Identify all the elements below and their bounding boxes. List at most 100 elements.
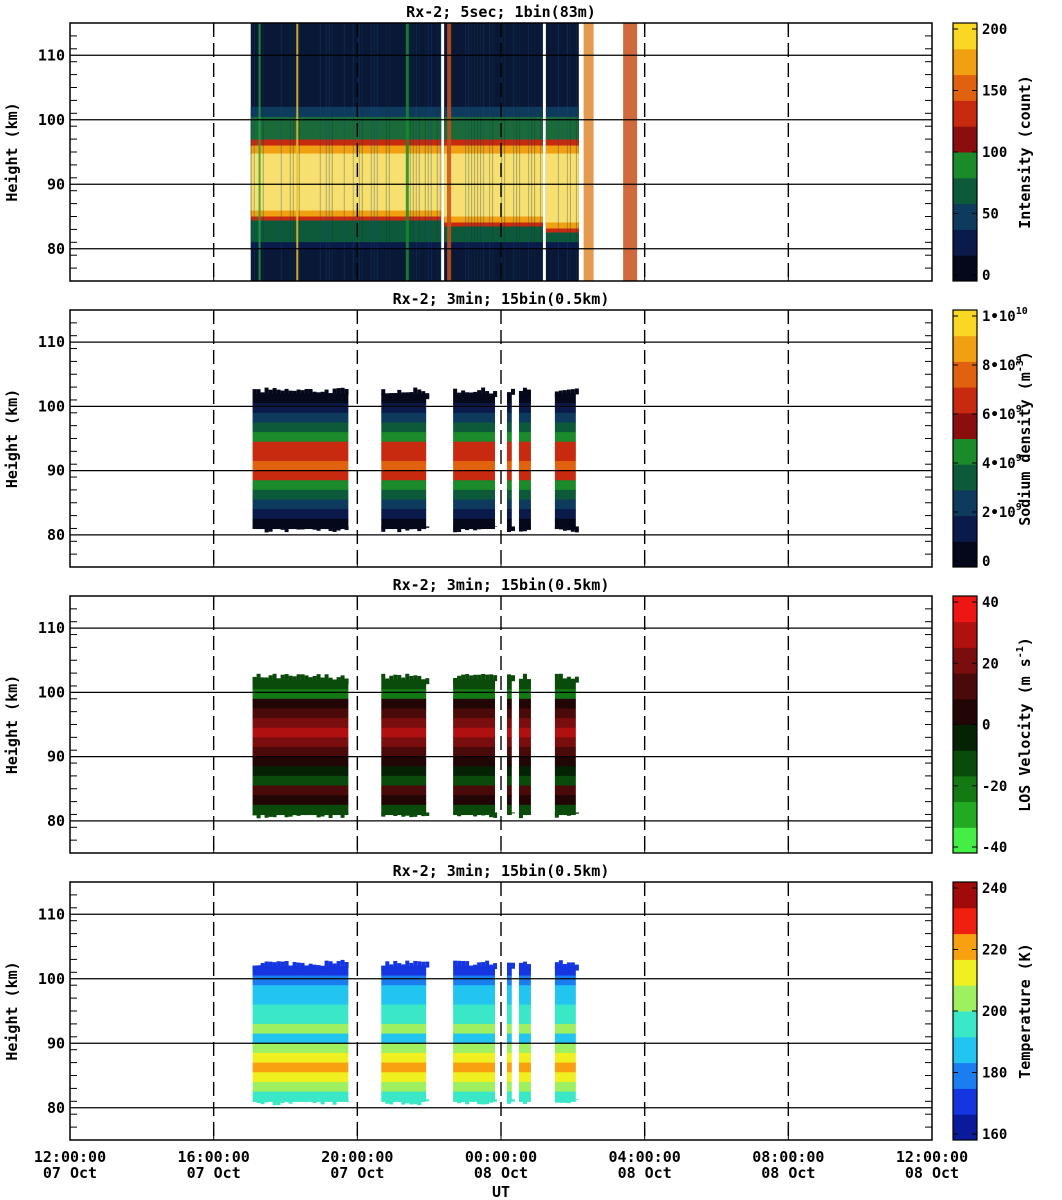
- y-axis-label: Height (km): [3, 102, 21, 201]
- velocity-cell-edge: [554, 812, 559, 818]
- sodium-cell-edge: [320, 391, 325, 398]
- velocity-cell-edge: [473, 674, 478, 681]
- velocity-cell: [518, 795, 531, 806]
- velocity-cell-edge: [489, 674, 494, 681]
- temperature-cell-edge: [280, 1099, 285, 1103]
- intensity-streak: [516, 23, 518, 281]
- velocity-cell-edge: [461, 674, 466, 681]
- temperature-cell: [554, 1062, 576, 1073]
- temperature-cell: [381, 1043, 427, 1054]
- temperature-cell-edge: [413, 1099, 418, 1105]
- sodium-cell: [453, 393, 496, 404]
- temperature-cell-edge: [477, 1099, 482, 1105]
- temperature-cell: [506, 975, 512, 986]
- colorbar-segment: [953, 74, 977, 101]
- sodium-cell-edge: [284, 526, 289, 533]
- velocity-cell-edge: [518, 812, 523, 819]
- sodium-cell-edge: [481, 387, 486, 394]
- sodium-cell-edge: [296, 526, 301, 530]
- y-axis-label: Height (km): [3, 389, 21, 488]
- velocity-cell-edge: [292, 676, 297, 683]
- temperature-cell: [554, 985, 576, 996]
- velocity-cell-edge: [570, 812, 575, 815]
- y-tick-label: 90: [47, 1034, 65, 1052]
- y-tick-label: 80: [47, 812, 65, 830]
- colorbar-tick-label: -20: [982, 779, 1007, 795]
- velocity-cell-edge: [566, 676, 571, 683]
- temperature-cell-edge: [308, 1099, 313, 1102]
- velocity-cell-edge: [296, 674, 301, 681]
- sodium-cell: [252, 518, 349, 530]
- temperature-cell-edge: [292, 1099, 297, 1102]
- colorbar-tick-label: 0: [982, 554, 990, 570]
- intensity-streak: [385, 23, 387, 281]
- colorbar-tick-label: 20: [982, 656, 999, 672]
- panel-3: Rx-2; 3min; 15bin(0.5km) 80 90 100 110 Height…: [3, 576, 1034, 856]
- temperature-cell-edge: [272, 1099, 277, 1106]
- velocity-cell-edge: [469, 675, 474, 682]
- velocity-cell: [453, 689, 496, 700]
- velocity-cell-edge: [300, 674, 305, 681]
- temperature-cell: [453, 1081, 496, 1093]
- sodium-cell: [518, 403, 531, 414]
- temperature-cell-edge: [510, 1099, 515, 1102]
- sodium-cell-edge: [304, 388, 309, 395]
- intensity-streak: [352, 23, 354, 281]
- velocity-cell-edge: [268, 675, 273, 682]
- colorbar-tick-exponent: 9: [1016, 404, 1022, 415]
- velocity-cell-edge: [332, 812, 337, 814]
- temperature-cell-edge: [385, 1099, 390, 1104]
- data-layer: [252, 673, 579, 819]
- intensity-streak: [253, 23, 255, 281]
- sodium-cell-edge: [554, 526, 559, 529]
- sodium-cell: [252, 422, 349, 433]
- velocity-cell-edge: [465, 674, 470, 681]
- velocity-cell: [252, 756, 349, 767]
- velocity-cell: [518, 698, 531, 710]
- sodium-cell-edge: [344, 388, 349, 395]
- intensity-artifact: [296, 23, 299, 281]
- colorbar-segment: [953, 126, 977, 153]
- x-tick-label-date: 07 Oct: [187, 1164, 241, 1182]
- sodium-cell: [453, 451, 496, 462]
- sodium-cell-edge: [340, 387, 345, 394]
- temperature-cell-edge: [506, 1099, 511, 1104]
- temperature-cell: [252, 965, 349, 977]
- sodium-cell: [554, 422, 576, 433]
- sodium-cell-edge: [526, 389, 531, 396]
- temperature-cell: [252, 985, 349, 996]
- velocity-cell: [518, 766, 531, 777]
- velocity-cell: [554, 708, 576, 719]
- velocity-cell-edge: [256, 812, 261, 819]
- velocity-cell: [453, 737, 496, 748]
- sodium-cell-edge: [397, 389, 402, 396]
- velocity-cell: [518, 775, 531, 787]
- intensity-streak: [540, 23, 542, 281]
- sodium-cell: [381, 499, 427, 510]
- x-tick-label-time: 20:00:00: [321, 1148, 393, 1166]
- intensity-streak: [409, 23, 411, 281]
- sodium-cell-edge: [252, 526, 257, 529]
- sodium-cell-edge: [469, 392, 474, 399]
- intensity-streak: [477, 23, 479, 281]
- sodium-cell: [554, 470, 576, 481]
- temperature-cell: [554, 1081, 576, 1093]
- sodium-cell-edge: [401, 526, 406, 528]
- sodium-cell-edge: [296, 389, 301, 396]
- temperature-cell-edge: [320, 965, 325, 972]
- velocity-cell-edge: [260, 677, 265, 684]
- sodium-cell: [381, 509, 427, 520]
- temperature-cell-edge: [252, 965, 257, 972]
- intensity-streak: [575, 23, 577, 281]
- sodium-cell-edge: [344, 526, 349, 531]
- sodium-cell-edge: [324, 526, 329, 530]
- sodium-cell-edge: [562, 390, 567, 397]
- sodium-cell: [554, 518, 576, 530]
- colorbar: 160 180 200 220 240 Temperature (K): [952, 881, 1034, 1143]
- temperature-cell-edge: [522, 961, 527, 968]
- temperature-cell-edge: [264, 1099, 269, 1103]
- velocity-cell-edge: [272, 812, 277, 818]
- sodium-cell: [506, 509, 512, 520]
- panel-4: Rx-2; 3min; 15bin(0.5km) 80 90 100 110 Height…: [3, 862, 1034, 1143]
- sodium-cell: [381, 518, 427, 530]
